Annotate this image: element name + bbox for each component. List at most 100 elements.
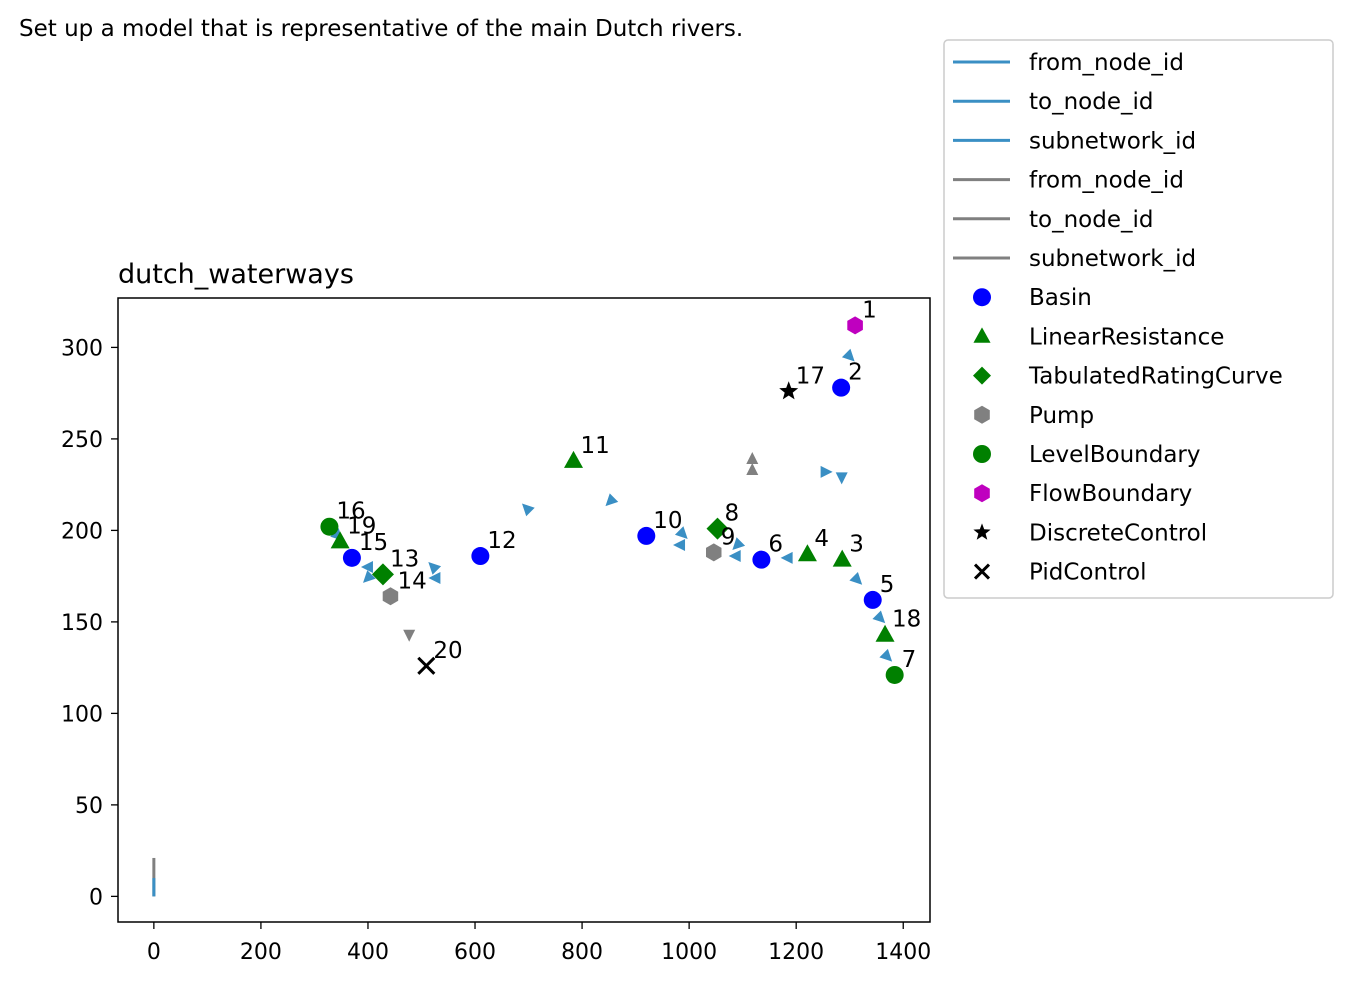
legend-label: Basin — [1029, 285, 1092, 311]
node-tabulatedratingcurve — [371, 563, 394, 586]
node-label: 8 — [724, 501, 739, 527]
node-label: 11 — [581, 433, 610, 459]
legend-label: DiscreteControl — [1029, 520, 1207, 546]
node-levelboundary — [885, 665, 904, 684]
x-tick-label: 0 — [147, 940, 161, 965]
y-tick-label: 250 — [61, 428, 103, 453]
legend-label: from_node_id — [1029, 50, 1184, 76]
legend-frame — [943, 39, 1334, 599]
node-linearresistance — [875, 624, 895, 642]
legend-marker-swatch — [974, 405, 990, 424]
flow-arrow — [849, 572, 863, 585]
legend-label: to_node_id — [1029, 89, 1153, 115]
node-discretecontrol — [779, 381, 799, 400]
legend: from_node_id to_node_id subnetwork_id from_… — [943, 39, 1334, 599]
legend-label: FlowBoundary — [1029, 481, 1192, 507]
y-tick-label: 50 — [75, 794, 103, 819]
flow-arrow — [780, 551, 793, 564]
control-arrow — [403, 629, 416, 642]
legend-marker-swatch — [973, 327, 991, 343]
legend-marker-swatch — [974, 484, 990, 503]
legend-label: LinearResistance — [1029, 324, 1224, 350]
node-pump — [706, 543, 722, 562]
flow-arrow — [872, 610, 886, 624]
legend-label: subnetwork_id — [1029, 246, 1196, 272]
node-pump — [382, 587, 399, 606]
node-label: 16 — [336, 499, 365, 525]
flow-arrow — [605, 493, 619, 507]
node-basin — [752, 550, 771, 569]
flow-arrow — [879, 648, 893, 662]
legend-label: PidControl — [1029, 560, 1147, 586]
control-arrow — [746, 452, 759, 465]
legend-marker-swatch — [973, 563, 991, 580]
node-label: 5 — [880, 572, 895, 598]
legend-label: from_node_id — [1029, 168, 1184, 194]
flow-arrow — [428, 562, 442, 575]
flow-arrow — [835, 472, 848, 485]
node-label: 19 — [347, 513, 376, 539]
flow-arrow — [674, 526, 688, 540]
node-linearresistance — [797, 544, 817, 562]
legend-marker-swatch — [973, 445, 991, 463]
y-tick-label: 150 — [61, 611, 103, 636]
plot-frame — [117, 297, 931, 923]
node-pidcontrol — [417, 656, 436, 675]
flow-arrow — [673, 539, 686, 552]
x-tick-label: 400 — [347, 940, 389, 965]
legend-marker-swatch — [973, 288, 991, 307]
node-basin — [863, 590, 882, 609]
x-tick-label: 200 — [240, 940, 282, 965]
node-basin — [342, 548, 361, 567]
legend-label: to_node_id — [1029, 207, 1153, 233]
x-tick-label: 800 — [561, 940, 603, 965]
legend-label: LevelBoundary — [1029, 442, 1200, 468]
legend-label: subnetwork_id — [1029, 128, 1196, 154]
figure-caption: Set up a model that is representative of… — [19, 16, 744, 42]
flow-arrow — [732, 537, 746, 550]
node-linearresistance — [564, 450, 584, 468]
node-label: 4 — [814, 526, 829, 552]
node-levelboundary — [320, 517, 339, 536]
node-label: 10 — [653, 508, 682, 534]
x-tick-label: 600 — [454, 940, 496, 965]
y-tick-label: 0 — [89, 885, 103, 910]
flow-arrow — [360, 560, 373, 573]
y-tick-label: 300 — [61, 336, 103, 361]
node-label: 20 — [433, 638, 462, 664]
node-label: 17 — [796, 363, 825, 389]
node-basin — [832, 378, 851, 397]
node-label: 2 — [848, 360, 863, 386]
flow-arrow — [728, 550, 741, 563]
node-label: 3 — [849, 532, 864, 558]
chart-title: dutch_waterways — [118, 259, 354, 290]
node-flowboundary — [847, 316, 863, 335]
y-tick-label: 200 — [61, 519, 103, 544]
flow-arrow — [841, 348, 855, 362]
legend-marker-swatch — [973, 523, 991, 540]
node-label: 9 — [721, 524, 736, 550]
legend-marker-swatch — [973, 366, 991, 385]
plot-area: 0 200 400 600 800 1000 1200 1400 0 50 100 150 200 250… — [61, 297, 931, 965]
node-basin — [471, 547, 490, 566]
node-tabulatedratingcurve — [706, 517, 729, 540]
node-label: 13 — [390, 546, 419, 572]
legend-label: TabulatedRatingCurve — [1028, 364, 1283, 390]
node-linearresistance — [832, 549, 852, 567]
node-linearresistance — [330, 531, 350, 549]
x-tick-label: 1000 — [661, 940, 717, 965]
node-label: 12 — [487, 528, 516, 554]
x-tick-label: 1400 — [875, 940, 931, 965]
flow-arrow — [428, 571, 441, 584]
node-label: 6 — [768, 532, 783, 558]
legend-label: Pump — [1029, 403, 1094, 429]
flow-arrow — [521, 503, 535, 517]
node-label: 1 — [862, 297, 877, 323]
node-basin — [637, 526, 656, 545]
flow-arrow — [363, 570, 376, 583]
node-label: 14 — [397, 568, 426, 594]
node-label: 7 — [902, 647, 917, 673]
control-arrow — [746, 463, 759, 476]
node-label: 18 — [892, 607, 921, 633]
